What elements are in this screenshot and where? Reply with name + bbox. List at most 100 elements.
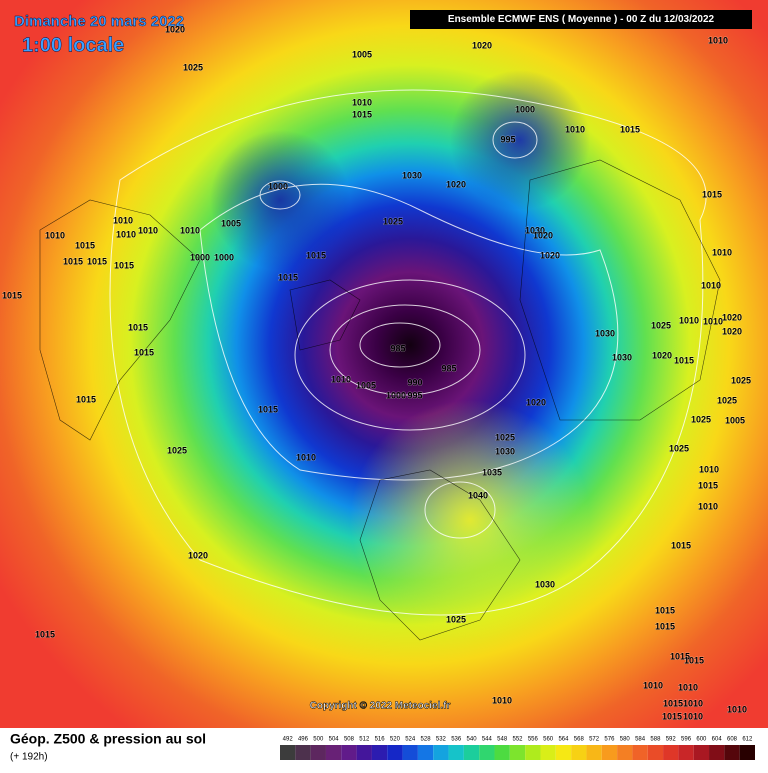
colorbar-swatch [571,745,587,760]
isobar-label: 1010 [698,501,718,511]
footer-subtitle: (+ 192h) [10,752,48,763]
isobar-label: 1000 [515,104,535,114]
colorbar-swatch [555,745,572,760]
colorbar: 492 496 500 504 508 512 516 520 524 528 532 536 540 5… [280,737,755,760]
colorbar-swatch [709,745,725,760]
isobar-label: 1015 [2,290,22,300]
isobar-label: 1015 [258,404,278,414]
isobar-label: 1015 [674,355,694,365]
isobars [109,89,707,616]
colorbar-swatch [540,745,556,760]
isobar-label: 1015 [87,256,107,266]
isobar-label: 1025 [383,216,403,226]
isobar-label: 1010 [492,695,512,705]
isobar-label: 1010 [701,280,721,290]
colorbar-label: 496 [298,737,309,743]
isobar-label: 1010 [296,452,316,462]
colorbar-label: 604 [712,737,723,743]
colorbar-swatch [310,745,326,760]
isobar-label: 1000 [190,252,210,262]
colorbar-label: 500 [313,737,324,743]
isobar-label: 1015 [684,655,704,665]
isobar-label: 1025 [717,395,737,405]
isobar-label: 1010 [352,97,372,107]
colorbar-label: 588 [650,737,661,743]
isobar-label: 1015 [663,698,683,708]
isobar-label: 1025 [669,443,689,453]
colorbar-swatch [724,745,740,760]
isobar-label: 1005 [356,380,376,390]
run-info: Ensemble ECMWF ENS ( Moyenne ) - 00 Z du… [448,14,715,25]
colorbar-label: 552 [512,737,523,743]
isobar-label: 1015 [671,540,691,550]
colorbar-label: 532 [436,737,447,743]
colorbar-swatch [739,745,755,760]
colorbar-swatch [280,745,296,760]
colorbar-swatch [632,745,648,760]
isobar-label: 1015 [128,322,148,332]
isobar-label: 1035 [482,467,502,477]
isobar-label: 1020 [472,40,492,50]
isobar-label: 1030 [612,352,632,362]
colorbar-swatch [601,745,618,760]
colorbar-label: 528 [421,737,432,743]
colorbar-label: 516 [375,737,386,743]
isobar-label: 1010 [565,124,585,134]
isobar-label: 1030 [535,579,555,589]
colorbar-swatch [387,745,403,760]
isobar-label: 1015 [114,260,134,270]
isobar-label: 1010 [116,229,136,239]
colorbar-label: 492 [283,737,294,743]
colorbar-swatch [433,745,449,760]
colorbar-swatch [341,745,357,760]
isobar-label: 1040 [468,490,488,500]
isobar-label: 1020 [722,312,742,322]
colorbar-label: 556 [528,737,539,743]
colorbar-swatch [448,745,464,760]
isobar-label: 1025 [651,320,671,330]
isobar-label: 1015 [134,347,154,357]
isobar-label: 1030 [495,446,515,456]
colorbar-swatch [417,745,434,760]
isobar-label: 1025 [167,445,187,455]
colorbar-swatch [678,745,694,760]
isobar-label: 1010 [643,680,663,690]
isobar-label: 1015 [655,605,675,615]
colorbar-swatch [586,745,602,760]
colorbar-label: 508 [344,737,355,743]
isobar-label: 1015 [306,250,326,260]
isobar-label: 1020 [540,250,560,260]
isobar-label: 1000 [386,390,406,400]
colorbar-swatch [356,745,372,760]
colorbar-label: 544 [482,737,493,743]
isobar-label: 1020 [722,326,742,336]
isobar-label: 1020 [652,350,672,360]
isobar-label: 1030 [595,328,615,338]
geopotential-field [0,0,768,728]
isobar-label: 1010 [699,464,719,474]
isobar-label: 1000 [214,252,234,262]
isobar-label: 1010 [331,374,351,384]
isobar-label: 1000 [268,181,288,191]
colorbar-label: 612 [742,737,753,743]
colorbar-label: 564 [558,737,569,743]
colorbar-label: 580 [620,737,631,743]
isobar-label: 1010 [703,316,723,326]
isobar-label: 1020 [188,550,208,560]
isobar-label: 1015 [702,189,722,199]
copyright: Copyright © 2022 Meteociel.fr [310,701,451,712]
colorbar-swatch [647,745,664,760]
isobar-label: 1015 [278,272,298,282]
colorbar-label: 596 [681,737,692,743]
colorbar-swatch [463,745,480,760]
isobar-label: 1010 [708,35,728,45]
coastlines [39,159,721,641]
colorbar-swatch [295,745,311,760]
colorbar-swatch [617,745,633,760]
colorbar-label: 540 [467,737,478,743]
colorbar-swatch [371,745,388,760]
isobar-label: 1005 [221,218,241,228]
isobar-label: 1010 [679,315,699,325]
colorbar-swatch [325,745,342,760]
